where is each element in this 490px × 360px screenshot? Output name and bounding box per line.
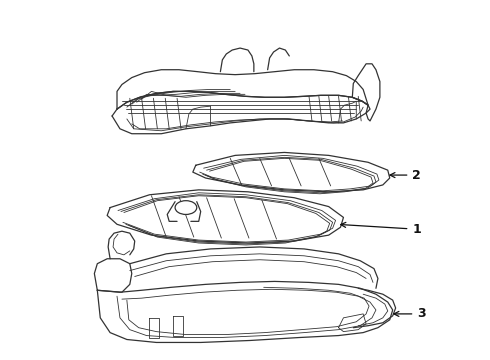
- Polygon shape: [107, 190, 343, 243]
- Polygon shape: [117, 70, 368, 109]
- Polygon shape: [193, 152, 390, 192]
- Polygon shape: [339, 314, 366, 332]
- Text: 2: 2: [390, 168, 421, 181]
- Polygon shape: [112, 91, 370, 134]
- Polygon shape: [95, 259, 132, 292]
- Text: 1: 1: [341, 222, 421, 236]
- Polygon shape: [98, 282, 392, 342]
- Ellipse shape: [175, 201, 197, 215]
- Text: 3: 3: [394, 307, 426, 320]
- Polygon shape: [352, 64, 380, 121]
